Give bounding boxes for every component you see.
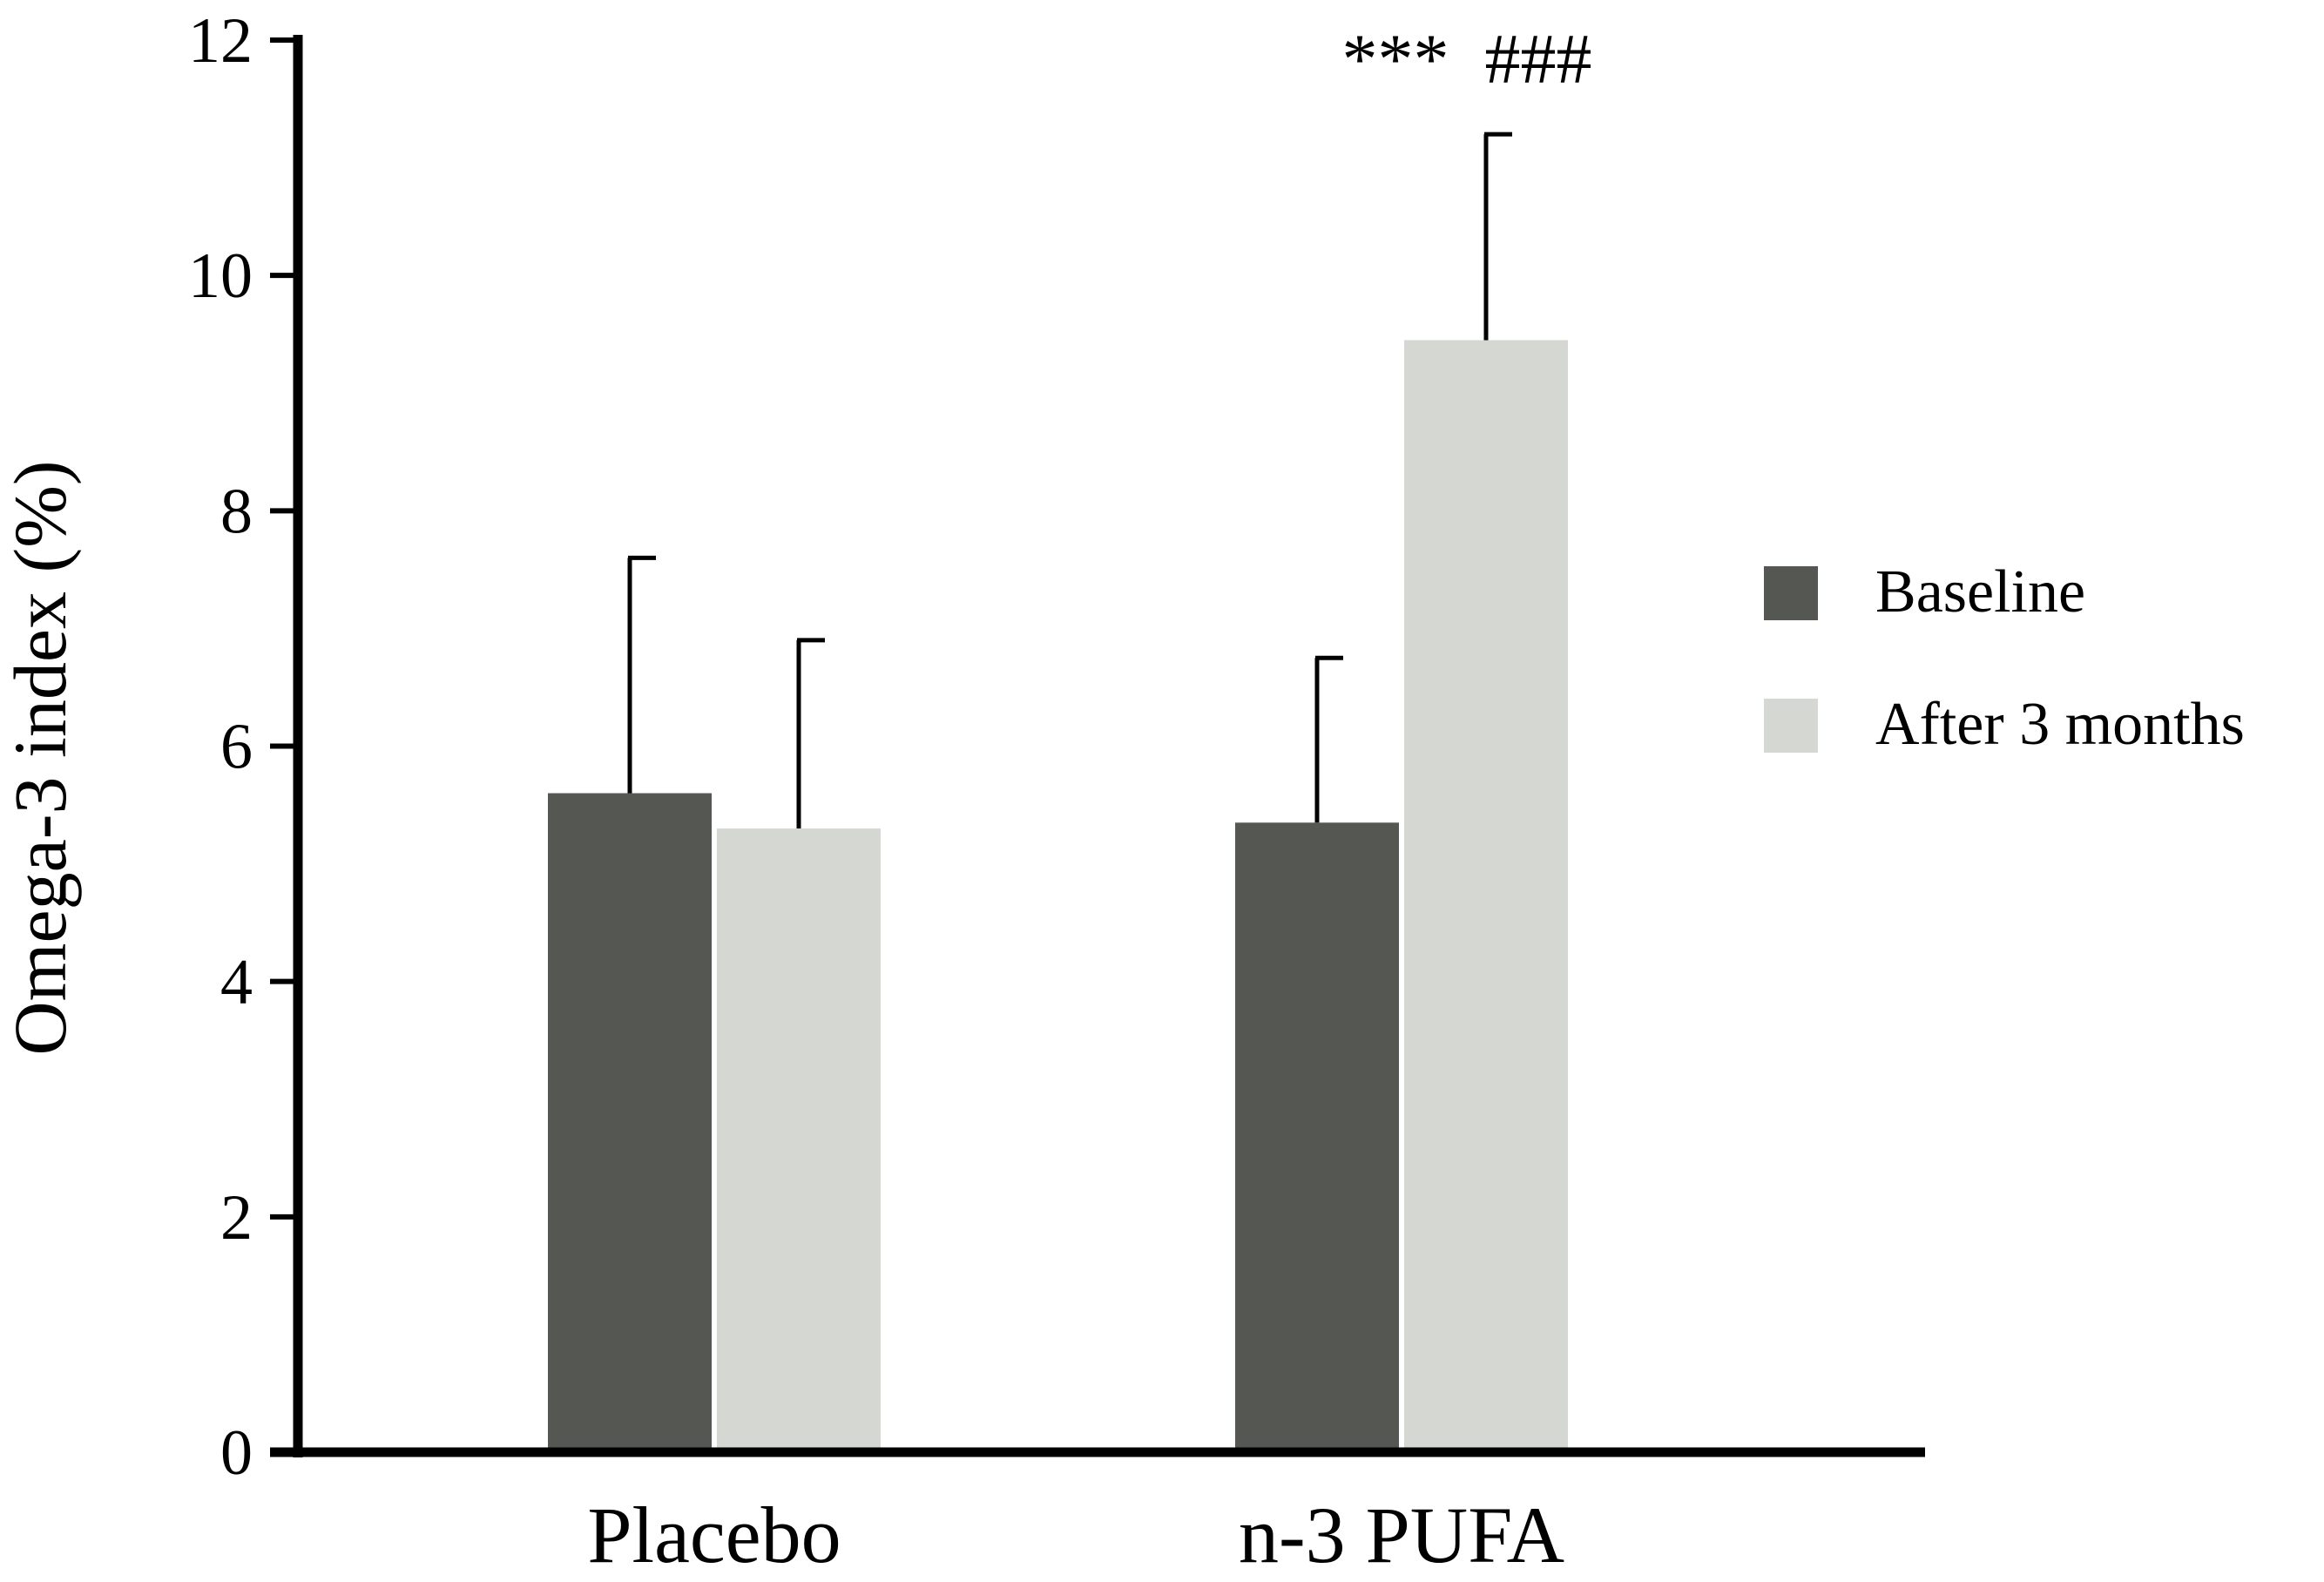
x-category-label: Placebo bbox=[587, 1491, 841, 1579]
legend-label: After 3 months bbox=[1875, 691, 2245, 758]
legend: Baseline After 3 months bbox=[1764, 558, 2245, 758]
y-tick-label: 6 bbox=[220, 712, 253, 783]
y-tick-label: 4 bbox=[220, 947, 253, 1018]
y-axis-label: Omega-3 index (%) bbox=[0, 461, 82, 1056]
annotations-layer: *** ### bbox=[1342, 19, 1592, 98]
bars-layer bbox=[548, 340, 1568, 1452]
y-ticks-layer: 0 2 4 6 8 10 12 bbox=[188, 5, 298, 1489]
legend-swatch bbox=[1764, 699, 1818, 753]
y-tick-label: 10 bbox=[188, 240, 253, 312]
x-labels-layer: Placebo n-3 PUFA bbox=[587, 1491, 1564, 1579]
error-bars-layer bbox=[627, 132, 1512, 829]
legend-swatch bbox=[1764, 566, 1818, 620]
y-tick-label: 0 bbox=[220, 1417, 253, 1489]
significance-annotation: *** ### bbox=[1342, 19, 1592, 98]
legend-label: Baseline bbox=[1875, 558, 2085, 625]
bar-baseline bbox=[548, 793, 712, 1452]
x-category-label: n-3 PUFA bbox=[1239, 1491, 1564, 1579]
bar-after-3-months bbox=[717, 828, 881, 1452]
y-tick-label: 12 bbox=[188, 5, 253, 77]
y-tick-label: 2 bbox=[220, 1182, 253, 1254]
bar-after-3-months bbox=[1404, 340, 1568, 1452]
y-tick-label: 8 bbox=[220, 476, 253, 547]
bar-baseline bbox=[1235, 822, 1399, 1452]
